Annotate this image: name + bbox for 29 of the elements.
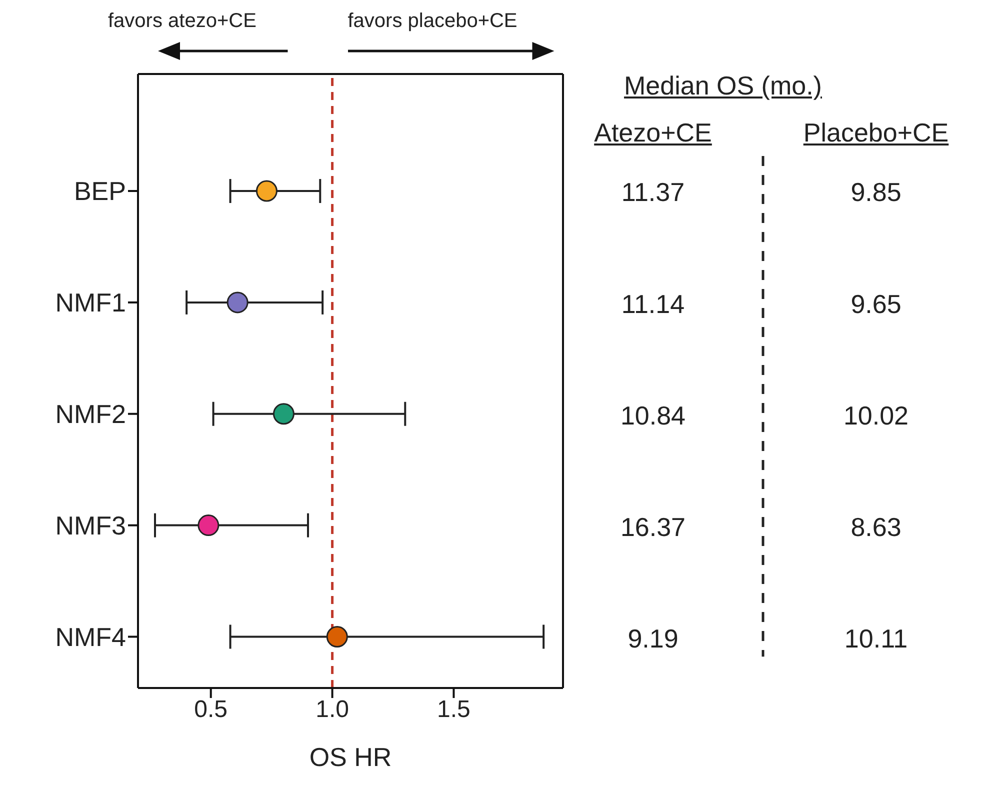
text: 11.14 [621,288,685,319]
y-tick-label: NMF3 [55,510,126,541]
y-tick-label: BEP [74,176,126,206]
text: Atezo+CE [594,118,712,148]
point [226,292,248,314]
text: 9.19 [628,624,678,654]
text: 10.02 [843,400,909,430]
text: 16.37 [620,512,686,542]
point [256,180,278,202]
x-tick-label: 0.5 [194,696,228,724]
y-tick-label: NMF1 [55,288,126,318]
text: Median OS (mo.) [624,70,822,102]
x-axis-title: OS HR [309,742,392,772]
text: 9.65 [850,288,902,319]
text: 11.37 [621,177,685,208]
x-tick-label: 1.5 [437,696,470,724]
y-tick-label: NMF4 [55,622,126,652]
text: favors placebo+CE [348,10,518,32]
text: 10.84 [620,400,686,430]
y-tick-label: NMF2 [55,399,126,430]
text: 8.63 [850,512,902,542]
text: 10.11 [844,624,908,654]
point [198,514,220,536]
text: Placebo+CE [803,118,949,148]
text: 9.85 [850,177,902,208]
text: favors atezo+CE [108,10,256,32]
x-tick-label: 1.0 [316,696,349,724]
point [326,626,348,648]
point [272,403,294,425]
